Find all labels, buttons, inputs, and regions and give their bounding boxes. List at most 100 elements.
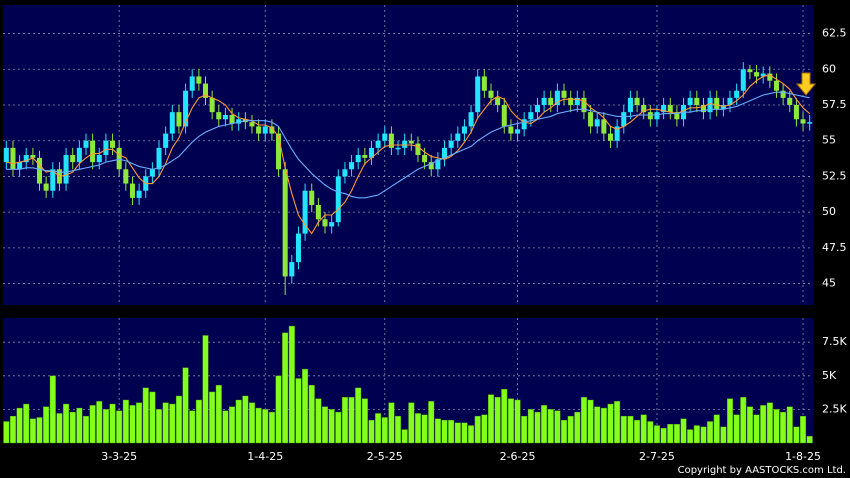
candle-body — [329, 222, 335, 227]
candle-body — [222, 115, 228, 120]
candle-body — [169, 112, 175, 134]
candle-body — [362, 155, 368, 158]
volume-bar — [288, 325, 295, 444]
y-tick-label: 52.5 — [822, 169, 847, 182]
volume-bar — [687, 429, 694, 444]
candle-body — [189, 76, 195, 91]
volume-bar — [63, 403, 70, 444]
candle-body — [528, 112, 534, 120]
candle-body — [594, 119, 600, 127]
candle-body — [687, 97, 693, 105]
volume-bar — [142, 387, 149, 444]
volume-bar — [169, 403, 176, 444]
candle-body — [614, 126, 620, 141]
candle-body — [760, 73, 766, 77]
x-tick-label: 3-3-25 — [101, 450, 137, 463]
volume-bar — [574, 411, 581, 444]
candle-body — [700, 105, 706, 113]
volume-bar — [448, 419, 455, 444]
copyright: Copyright by AASTOCKS.com Ltd. — [678, 465, 846, 476]
candle-body — [740, 69, 746, 91]
candle-body — [156, 147, 162, 170]
candle-body — [355, 155, 361, 163]
volume-bar — [766, 402, 773, 444]
candle-body — [395, 147, 401, 150]
volume-bar — [461, 422, 468, 444]
candle-body — [110, 140, 116, 148]
marker-arrow — [795, 72, 817, 96]
candle-body — [588, 112, 594, 127]
volume-bar — [667, 423, 674, 444]
volume-bar — [368, 419, 375, 444]
candle-body — [63, 155, 69, 184]
candle-body — [428, 162, 434, 170]
candle-body — [793, 105, 799, 120]
candle-body — [276, 133, 282, 170]
y-tick-label: 57.5 — [822, 98, 847, 111]
volume-bar — [116, 410, 123, 444]
volume-bar — [401, 429, 408, 444]
candle-body — [548, 97, 554, 105]
volume-bar — [381, 417, 388, 444]
candle-body — [568, 97, 574, 105]
candle-body — [541, 97, 547, 105]
volume-bar — [620, 415, 627, 444]
candle-body — [607, 133, 614, 141]
candle-body — [402, 140, 408, 148]
candle-body — [561, 90, 567, 98]
candle-body — [196, 76, 202, 84]
volume-bar — [209, 391, 216, 444]
volume-bar — [348, 397, 355, 444]
y-tick-label: 45 — [822, 277, 836, 290]
candle-body — [129, 183, 135, 198]
volume-bar — [328, 409, 335, 444]
volume-bar — [468, 425, 475, 444]
candle-body — [229, 115, 235, 124]
volume-bar — [740, 397, 747, 444]
candle-body — [727, 97, 733, 105]
volume-bar — [753, 414, 760, 444]
volume-bar — [341, 397, 348, 444]
volume-bar — [248, 402, 255, 444]
volume-bar — [129, 405, 136, 444]
volume-bar — [195, 399, 202, 444]
x-tick-label: 2-7-25 — [639, 450, 675, 463]
volume-bar — [23, 403, 30, 444]
candle-body — [216, 112, 222, 120]
candle-body — [335, 176, 341, 223]
volume-bar — [275, 375, 282, 444]
plot-layer: 45 47.5 50 52.5 55 57.5 60 62.5 2.5K 5K 7.5K 3-3-25… — [3, 5, 847, 463]
volume-bar — [640, 414, 647, 444]
candle-body — [163, 133, 169, 148]
volume-bar — [355, 387, 362, 444]
volume-bar — [49, 375, 56, 444]
volume-bar — [727, 398, 733, 444]
volume-bar — [567, 415, 574, 444]
volume-bar — [262, 409, 269, 444]
volume-bar — [222, 410, 229, 444]
x-tick-label: 2-6-25 — [500, 450, 536, 463]
candle-body — [309, 190, 315, 205]
volume-bar — [488, 394, 494, 444]
candle-body — [720, 105, 726, 110]
candle-body — [295, 233, 301, 263]
volume-bar — [780, 411, 787, 444]
candle-body — [76, 147, 82, 163]
volume-bar — [441, 419, 448, 444]
y-tick-label: 50 — [822, 205, 836, 218]
volume-bar — [521, 415, 528, 444]
volume-bar — [109, 403, 116, 444]
candle-body — [103, 140, 109, 155]
candle-body — [627, 97, 633, 113]
volume-bar — [229, 406, 236, 444]
candle-body — [508, 126, 514, 134]
y-tick-label: 47.5 — [822, 241, 847, 254]
volume-bar — [282, 332, 289, 444]
volume-bar — [102, 409, 109, 444]
volume-bar — [607, 403, 614, 444]
y-tick-label: 2.5K — [822, 402, 847, 415]
candle-body — [43, 183, 49, 191]
volume-bar — [653, 425, 660, 444]
candle-body — [3, 147, 9, 163]
candle-body — [70, 155, 76, 163]
